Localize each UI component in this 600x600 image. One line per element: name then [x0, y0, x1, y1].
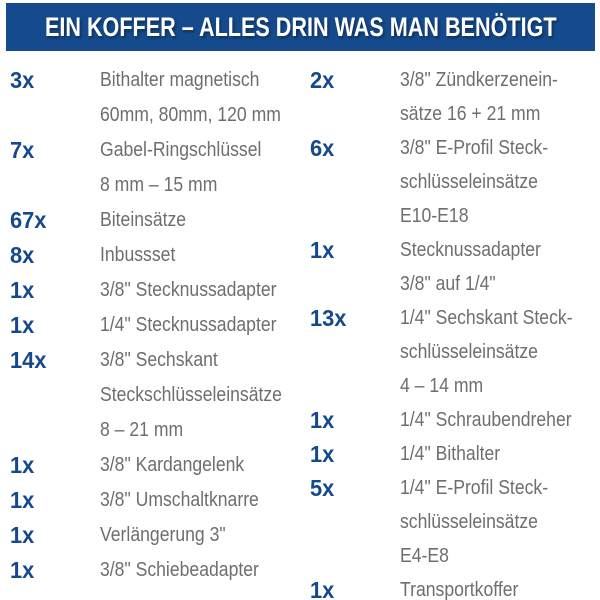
item-description-line: Steckschlüsseleinsätze	[100, 384, 282, 406]
item-description-line: 3/8" Sechskant	[100, 349, 218, 371]
list-item: 1x 3/8" Schiebeadapter	[10, 553, 302, 588]
item-quantity: 7x	[10, 137, 35, 163]
page-title: EIN KOFFER – ALLES DRIN WAS MAN BENÖTIGT	[44, 11, 557, 42]
item-description-line: 3/8" E-Profil Steck-	[400, 137, 549, 159]
list-item: 6x 3/8" E-Profil Steck-schlüsseleinsätze…	[310, 131, 598, 233]
list-item: 1x 1/4" Schraubendreher	[310, 403, 598, 437]
item-quantity: 1x	[10, 557, 35, 583]
list-item: 1x 1/4" Bithalter	[310, 437, 598, 471]
list-item: 1x Stecknussadapter 3/8" auf 1/4"	[310, 233, 598, 301]
list-item: 1x Verlängerung 3"	[10, 518, 302, 553]
item-description: 3/8" Sechskant Steckschlüsseleinsätze 8 – …	[100, 343, 307, 448]
item-description: Verlängerung 3"	[100, 518, 302, 553]
item-quantity: 1x	[10, 277, 35, 303]
item-description: Stecknussadapter 3/8" auf 1/4"	[400, 233, 598, 301]
item-quantity: 14x	[10, 347, 47, 373]
item-quantity: 6x	[310, 135, 335, 161]
item-quantity: 3x	[10, 67, 35, 93]
list-item: 1x 3/8" Umschaltknarre	[10, 483, 302, 518]
item-quantity: 1x	[310, 441, 335, 467]
list-item: 13x 1/4" Sechskant Steck-schlüsseleinsät…	[310, 301, 598, 403]
item-description: 3/8" Schiebeadapter	[100, 553, 302, 588]
item-description: 3/8" Zündkerzenein-sätze 16 + 21 mm	[400, 63, 598, 131]
item-description-line: schlüsseleinsätze	[400, 341, 538, 363]
item-description: Inbussset	[100, 238, 302, 273]
item-description: 1/4" Sechskant Steck-schlüsseleinsätze 4 …	[400, 301, 598, 403]
item-description-line: 60mm, 80mm, 120 mm	[100, 104, 281, 126]
contents-list-left: 3x Bithalter magnetisch 60mm, 80mm, 120 m…	[10, 63, 302, 588]
list-item: 1x 3/8" Kardangelenk	[10, 448, 302, 483]
item-description: 3/8" Umschaltknarre	[100, 483, 302, 518]
item-description-line: Bithalter magnetisch	[100, 69, 260, 91]
item-description-line: 8 – 21 mm	[100, 419, 184, 441]
list-item: 8x Inbussset	[10, 238, 302, 273]
item-description-line: Transportkoffer	[400, 579, 519, 600]
item-description: Transportkoffer	[400, 573, 598, 600]
item-description-line: schlüsseleinsätze	[400, 171, 538, 193]
item-description: 3/8" Kardangelenk	[100, 448, 302, 483]
item-description-line: Inbussset	[100, 244, 176, 266]
list-item: 1x 3/8" Stecknussadapter	[10, 273, 302, 308]
list-item: 67x Biteinsätze	[10, 203, 302, 238]
item-quantity: 2x	[310, 67, 335, 93]
item-description-line: 1/4" Stecknussadapter	[100, 314, 277, 336]
item-quantity: 1x	[10, 487, 35, 513]
list-item: 1x 1/4" Stecknussadapter	[10, 308, 302, 343]
item-description-line: sätze 16 + 21 mm	[400, 103, 541, 125]
item-description-line: Stecknussadapter	[400, 239, 541, 261]
list-item: 1x Transportkoffer	[310, 573, 598, 600]
item-quantity: 67x	[10, 207, 47, 233]
item-description: 1/4" E-Profil Steck-schlüsseleinsätze E4-…	[400, 471, 598, 573]
item-description: Gabel-Ringschlüssel 8 mm – 15 mm	[100, 133, 302, 203]
item-description-line: 3/8" Schiebeadapter	[100, 559, 259, 581]
list-item: 14x 3/8" Sechskant Steckschlüsseleinsätze…	[10, 343, 302, 448]
item-description-line: 1/4" Sechskant Steck-	[400, 307, 573, 329]
item-description-line: 8 mm – 15 mm	[100, 174, 218, 196]
item-description: Biteinsätze	[100, 203, 302, 238]
item-description: 1/4" Bithalter	[400, 437, 598, 471]
item-description-line: 1/4" Bithalter	[400, 443, 501, 465]
item-quantity: 1x	[310, 407, 335, 433]
item-description-line: 4 – 14 mm	[400, 375, 484, 397]
list-item: 2x 3/8" Zündkerzenein-sätze 16 + 21 mm	[310, 63, 598, 131]
item-description: 1/4" Stecknussadapter	[100, 308, 302, 343]
item-description-line: 3/8" Kardangelenk	[100, 454, 245, 476]
item-quantity: 1x	[310, 237, 335, 263]
item-quantity: 1x	[10, 312, 35, 338]
item-description-line: Verlängerung 3"	[100, 524, 226, 546]
item-description-line: 1/4" Schraubendreher	[400, 409, 572, 431]
item-description-line: 3/8" auf 1/4"	[400, 273, 496, 295]
item-quantity: 1x	[10, 452, 35, 478]
item-quantity: 1x	[310, 577, 335, 600]
item-description: 3/8" E-Profil Steck-schlüsseleinsätze E10…	[400, 131, 598, 233]
item-quantity: 13x	[310, 305, 347, 331]
item-quantity: 5x	[310, 475, 335, 501]
header-banner: EIN KOFFER – ALLES DRIN WAS MAN BENÖTIGT	[6, 3, 595, 51]
item-description-line: Gabel-Ringschlüssel	[100, 139, 262, 161]
item-description-line: 1/4" E-Profil Steck-	[400, 477, 549, 499]
list-item: 3x Bithalter magnetisch 60mm, 80mm, 120 m…	[10, 63, 302, 133]
item-description-line: E10-E18	[400, 205, 469, 227]
item-description-line: 3/8" Stecknussadapter	[100, 279, 277, 301]
item-description-line: schlüsseleinsätze	[400, 511, 538, 533]
item-description-line: E4-E8	[400, 545, 449, 567]
item-description-line: Biteinsätze	[100, 209, 187, 231]
list-item: 7x Gabel-Ringschlüssel 8 mm – 15 mm	[10, 133, 302, 203]
item-quantity: 8x	[10, 242, 35, 268]
item-description: Bithalter magnetisch 60mm, 80mm, 120 mm	[100, 63, 306, 133]
contents-list-right: 2x 3/8" Zündkerzenein-sätze 16 + 21 mm 6…	[310, 63, 598, 600]
item-description: 3/8" Stecknussadapter	[100, 273, 302, 308]
item-description-line: 3/8" Umschaltknarre	[100, 489, 259, 511]
item-description-line: 3/8" Zündkerzenein-	[400, 69, 558, 91]
item-quantity: 1x	[10, 522, 35, 548]
item-description: 1/4" Schraubendreher	[400, 403, 598, 437]
list-item: 5x 1/4" E-Profil Steck-schlüsseleinsätze…	[310, 471, 598, 573]
